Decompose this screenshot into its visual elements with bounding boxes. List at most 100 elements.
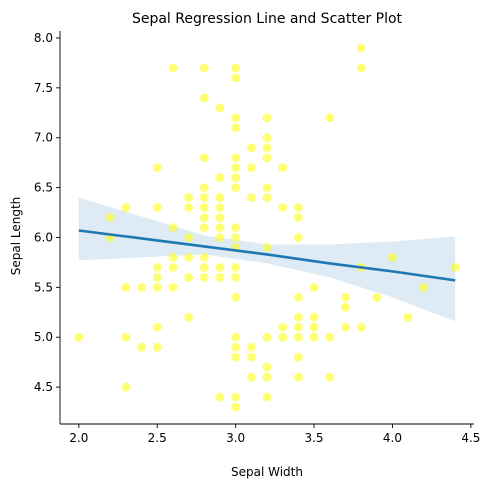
scatter-point [199, 213, 209, 222]
scatter-point [356, 63, 366, 73]
scatter-point [184, 193, 193, 202]
scatter-point [372, 292, 382, 302]
y-tick-label: 4.5 [34, 380, 53, 394]
scatter-point [293, 322, 303, 332]
x-tick-label: 4.5 [461, 431, 480, 445]
scatter-point [231, 352, 241, 362]
regression-line [78, 229, 456, 282]
scatter-point [262, 193, 272, 202]
y-tick-label: 6.5 [34, 181, 53, 195]
scatter-point [231, 163, 241, 173]
y-tick-label: 7.0 [34, 131, 53, 145]
scatter-point [262, 143, 272, 153]
scatter-point [199, 193, 209, 202]
scatter-point [231, 173, 241, 183]
y-tick-label: 8.0 [34, 31, 53, 45]
x-tick-label: 2.0 [69, 431, 88, 445]
scatter-point [199, 223, 209, 232]
scatter-point [246, 143, 256, 153]
scatter-point [246, 372, 256, 382]
scatter-point [293, 312, 303, 322]
scatter-point [231, 153, 241, 163]
scatter-point [215, 203, 225, 212]
scatter-point [137, 282, 146, 292]
scatter-point [215, 233, 225, 242]
scatter-point [278, 203, 288, 212]
scatter-point [309, 322, 319, 332]
scatter-point [325, 332, 335, 342]
x-axis-title: Sepal Width [231, 465, 303, 479]
scatter-point [341, 292, 350, 302]
scatter-point [246, 193, 256, 202]
scatter-point [199, 203, 209, 212]
axes-layer: 2.0 2.5 3.0 3.5 4.0 4.5 4.5 5.0 5.5 6.0 6.5 7.0 7.5 8… [34, 31, 481, 445]
scatter-point [121, 203, 131, 212]
scatter-point [184, 233, 193, 242]
scatter-point [215, 213, 225, 222]
scatter-point [231, 332, 241, 342]
scatter-point [184, 312, 193, 322]
scatter-point [231, 262, 241, 272]
scatter-point [199, 272, 209, 282]
scatter-point [278, 163, 288, 173]
scatter-point [152, 272, 162, 282]
scatter-point [121, 382, 131, 392]
scatter-point [293, 203, 303, 212]
scatter-point [168, 253, 178, 262]
scatter-point [215, 272, 225, 282]
scatter-point [152, 203, 162, 212]
scatter-point [356, 322, 366, 332]
x-tick-label: 3.0 [226, 431, 245, 445]
confidence-band [78, 197, 456, 322]
scatter-point [152, 163, 162, 173]
scatter-point [199, 93, 209, 103]
scatter-point [262, 183, 272, 193]
scatter-point [262, 332, 272, 342]
scatter-point [199, 153, 209, 163]
scatter-point [168, 63, 178, 73]
scatter-point [231, 113, 241, 123]
scatter-point [293, 233, 303, 242]
scatter-point [152, 322, 162, 332]
scatter-point [184, 203, 193, 212]
scatter-point [215, 392, 225, 402]
scatter-point [262, 113, 272, 123]
scatter-point [231, 402, 241, 412]
y-axis-title: Sepal Length [9, 197, 23, 276]
scatter-point [231, 342, 241, 352]
scatter-point [152, 282, 162, 292]
y-tick-label: 5.0 [34, 330, 53, 344]
scatter-point [215, 193, 225, 202]
scatter-point [388, 253, 397, 262]
scatter-point [341, 302, 350, 312]
scatter-point [262, 392, 272, 402]
scatter-point [309, 332, 319, 342]
scatter-point [199, 63, 209, 73]
scatter-point [309, 282, 319, 292]
scatter-point [309, 312, 319, 322]
scatter-point [231, 292, 241, 302]
x-tick-label: 3.5 [304, 431, 323, 445]
scatter-point [293, 372, 303, 382]
scatter-point [215, 262, 225, 272]
scatter-point [278, 332, 288, 342]
y-tick-label: 5.5 [34, 280, 53, 294]
scatter-point [341, 322, 350, 332]
scatter-point [168, 262, 178, 272]
scatter-point [168, 223, 178, 232]
scatter-point [152, 342, 162, 352]
scatter-point [215, 173, 225, 183]
scatter-point [246, 352, 256, 362]
chart-title: Sepal Regression Line and Scatter Plot [132, 11, 403, 27]
scatter-point [215, 223, 225, 232]
x-tick-label: 4.0 [383, 431, 402, 445]
x-tick-label: 2.5 [148, 431, 167, 445]
scatter-point [246, 163, 256, 173]
scatter-point [231, 123, 241, 133]
scatter-point [168, 282, 178, 292]
scatter-point [215, 103, 225, 113]
scatter-point [246, 342, 256, 352]
scatter-point [293, 332, 303, 342]
scatter-point [121, 332, 131, 342]
